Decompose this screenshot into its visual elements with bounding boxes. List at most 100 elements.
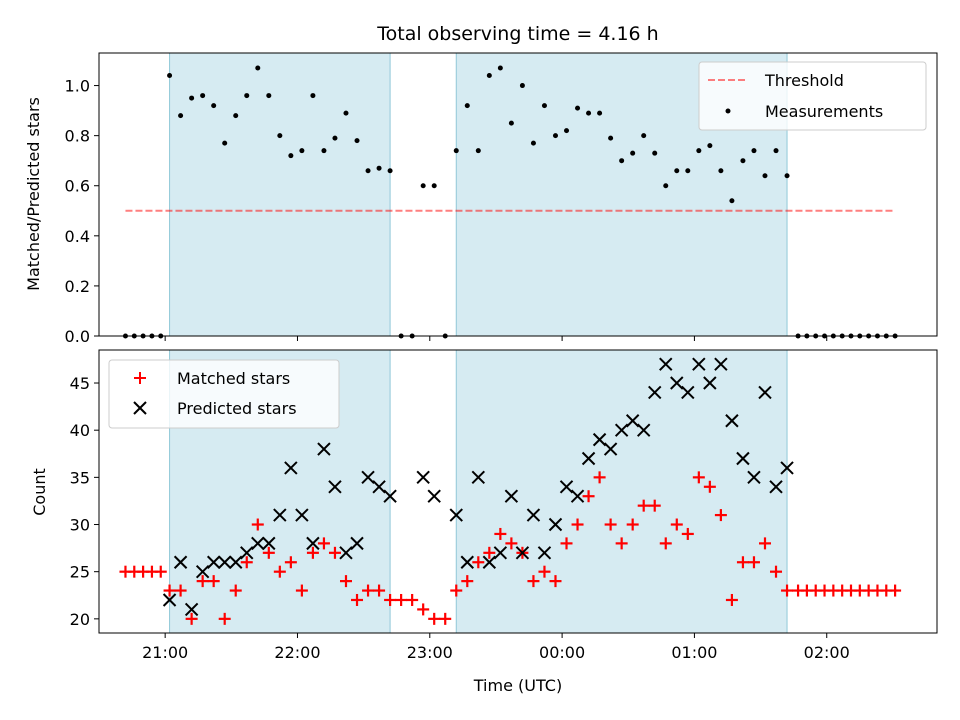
predicted-point [537, 546, 552, 560]
predicted-point [559, 480, 574, 494]
measurement-point [453, 148, 459, 154]
measurement-point [696, 148, 702, 154]
matched-point [306, 546, 319, 559]
measurement-point [564, 128, 570, 134]
measurement-point [608, 135, 614, 141]
predicted-point [703, 376, 717, 390]
matched-point [560, 537, 573, 550]
predicted-point [361, 470, 375, 485]
matched-point [604, 518, 617, 531]
measurement-point [299, 148, 305, 154]
measurement-point [762, 173, 768, 179]
predicted-point [736, 451, 750, 466]
measurement-point [630, 150, 636, 156]
measurement-point [751, 148, 757, 154]
bottom-y-axis-label: Count [30, 468, 49, 516]
matched-point [670, 518, 683, 531]
bottom-legend-box [108, 359, 340, 429]
predicted-point [692, 357, 706, 371]
bot-night-span-1 [455, 349, 788, 634]
matched-point [240, 556, 253, 569]
matched-point [626, 518, 639, 531]
count-points [119, 357, 902, 625]
matched-point [439, 612, 452, 625]
predicted-point [195, 564, 210, 579]
top-legend-box [698, 61, 927, 131]
legend-matched-label: Matched stars [177, 369, 290, 388]
top-ytick-label: 0.8 [65, 127, 90, 146]
measurement-point [420, 183, 426, 189]
matched-point [527, 575, 540, 588]
predicted-point [383, 489, 397, 503]
matched-point [395, 593, 408, 606]
predicted-point [262, 536, 276, 551]
measurement-point [707, 143, 713, 149]
matched-point [637, 499, 650, 512]
matched-point [714, 509, 727, 522]
measurement-point [597, 110, 603, 116]
measurement-point [530, 140, 536, 146]
legend-matched-swatch [134, 372, 146, 384]
top-night-span-0 [169, 52, 391, 337]
measurement-point [277, 133, 283, 139]
measurement-point [167, 73, 173, 79]
predicted-point [714, 357, 728, 371]
predicted-point [416, 470, 430, 485]
predicted-point [515, 546, 530, 560]
matched-point [417, 603, 430, 616]
predicted-point [625, 414, 640, 428]
matched-point [295, 584, 308, 597]
predicted-point [460, 555, 474, 569]
matched-point [505, 537, 518, 550]
predicted-point [184, 602, 199, 617]
bot-ytick-label: 35 [70, 468, 90, 487]
matched-point [174, 584, 187, 597]
predicted-point [493, 546, 508, 560]
legend-measurements-swatch [725, 108, 731, 114]
predicted-point [592, 432, 607, 447]
matched-point [362, 584, 375, 597]
measurement-point [332, 135, 338, 141]
measurement-point [586, 110, 592, 116]
xtick-label: 21:00 [142, 643, 188, 662]
matched-point [185, 612, 198, 625]
figure-title: Total observing time = 4.16 h [376, 23, 658, 45]
matched-point [373, 584, 386, 597]
matched-point [351, 593, 364, 606]
matched-point [207, 575, 220, 588]
measurement-point [233, 113, 239, 119]
measurement-point [222, 140, 228, 146]
predicted-point [758, 385, 772, 400]
matched-point [196, 575, 209, 588]
matched-point [339, 575, 352, 588]
predicted-point [725, 414, 739, 428]
matched-point [781, 584, 794, 597]
matched-point [483, 546, 496, 559]
matched-point [384, 593, 397, 606]
measurement-point [729, 198, 735, 204]
predicted-point [273, 508, 287, 522]
predicted-point [471, 470, 486, 485]
predicted-point [670, 376, 684, 390]
measurement-point [575, 105, 581, 111]
measurement-point [365, 168, 371, 174]
matched-point [328, 546, 341, 559]
measurement-point [773, 148, 779, 154]
top-ytick-label: 0.2 [65, 277, 90, 296]
matched-point [692, 471, 705, 484]
measurement-point [321, 148, 327, 154]
bot-ytick-label: 20 [70, 610, 90, 629]
predicted-point [372, 480, 386, 494]
predicted-point [173, 555, 188, 569]
matched-point [538, 565, 551, 578]
measurement-point [784, 173, 790, 179]
matched-point [571, 518, 584, 531]
predicted-point [526, 508, 541, 522]
measurement-point [685, 168, 691, 174]
measurement-point [541, 103, 547, 109]
predicted-point [350, 536, 364, 551]
top-panel: 0.0 0.2 0.4 0.6 0.8 1.0 Matched/Predicted sta… [24, 52, 938, 346]
measurement-point [652, 150, 658, 156]
top-axes-frame [98, 52, 938, 337]
